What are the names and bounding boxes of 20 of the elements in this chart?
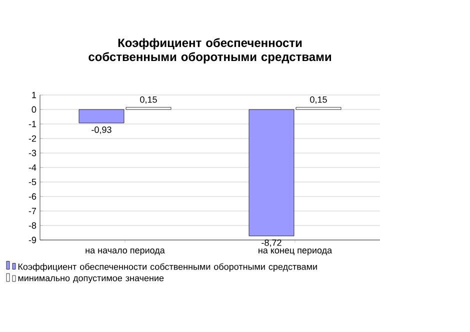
legend-label: минимально допустимое значение bbox=[18, 276, 164, 284]
y-tick-label: -9 bbox=[28, 236, 36, 244]
data-label: 0,15 bbox=[310, 96, 327, 104]
data-label: 0,15 bbox=[140, 96, 157, 104]
y-tick-label: -2 bbox=[28, 135, 36, 142]
y-tick-label: -6 bbox=[28, 193, 36, 200]
y-tick-label: -8 bbox=[28, 222, 36, 229]
chart-title: Коэффициент обеспеченности собственными оборотными средствами bbox=[88, 38, 331, 64]
data-label: -8,72 bbox=[262, 239, 282, 247]
y-tick-label: 1 bbox=[32, 92, 36, 98]
data-label: -0,93 bbox=[92, 126, 112, 134]
y-tick-label: 0 bbox=[32, 106, 36, 113]
legend-label: Коэффициент обеспеченности собственными оборотными средствами bbox=[18, 263, 317, 272]
y-tick-label: -4 bbox=[28, 164, 36, 171]
y-tick-label: -5 bbox=[28, 178, 36, 186]
x-tick-label: на конец периода bbox=[258, 248, 332, 256]
y-tick-label: -7 bbox=[28, 208, 36, 214]
y-tick-label: -1 bbox=[28, 120, 36, 128]
x-tick-label: на начало периода bbox=[86, 248, 165, 256]
y-tick-label: -3 bbox=[28, 150, 36, 156]
